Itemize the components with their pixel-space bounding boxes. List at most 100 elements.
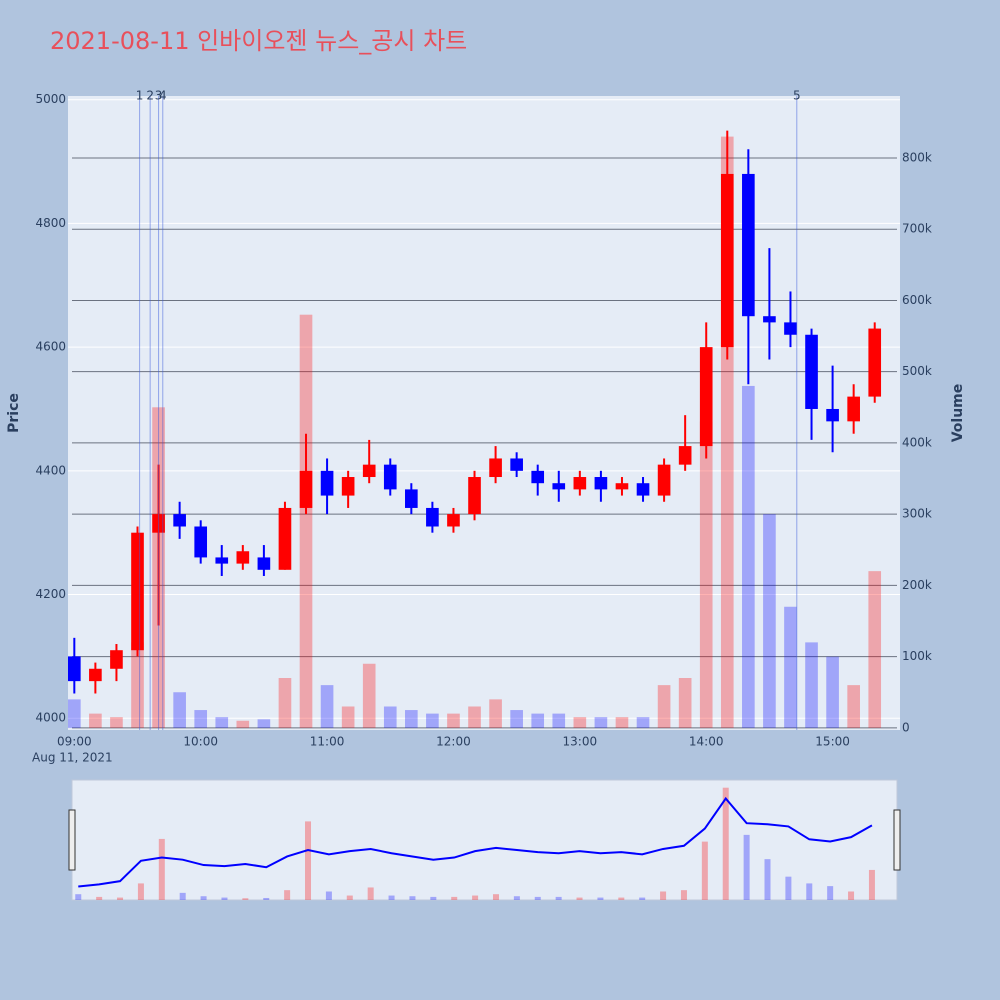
mini-volume-bar bbox=[597, 897, 604, 900]
mini-volume-bar bbox=[701, 841, 708, 900]
event-label: 1 bbox=[136, 89, 144, 103]
candle-body bbox=[847, 396, 860, 422]
candle-body bbox=[236, 551, 250, 564]
candle-body bbox=[720, 173, 734, 348]
volume-bar bbox=[594, 717, 608, 728]
y-tick-label: 4600 bbox=[35, 340, 66, 354]
mini-volume-bar bbox=[513, 896, 520, 900]
volume-bar bbox=[763, 514, 776, 728]
mini-volume-bar bbox=[117, 897, 124, 900]
volume-bar bbox=[426, 713, 439, 728]
candle-body bbox=[320, 470, 334, 496]
candle-body bbox=[826, 408, 839, 422]
mini-volume-bar bbox=[618, 897, 625, 900]
candle-body bbox=[531, 470, 545, 484]
mini-volume-bar bbox=[409, 896, 416, 900]
y-tick-label: 4200 bbox=[35, 587, 66, 601]
x-tick-label: 13:00 bbox=[563, 735, 598, 749]
mini-volume-bar bbox=[660, 891, 667, 900]
mini-volume-bar bbox=[868, 869, 875, 900]
volume-bar bbox=[615, 717, 629, 728]
x-tick-label: 09:00 bbox=[57, 735, 92, 749]
mini-volume-bar bbox=[534, 896, 541, 900]
mini-volume-bar bbox=[555, 896, 562, 900]
chart-title: 2021-08-11 인바이오젠 뉴스_공시 차트 bbox=[50, 27, 467, 55]
mini-volume-bar bbox=[305, 821, 312, 900]
y2-tick-label: 300k bbox=[902, 507, 932, 521]
mini-volume-bar bbox=[827, 886, 834, 900]
volume-bar bbox=[278, 677, 292, 728]
candle-body bbox=[110, 650, 123, 669]
mini-volume-bar bbox=[764, 859, 771, 900]
candle-body bbox=[699, 347, 713, 447]
candle-body bbox=[763, 316, 776, 323]
mini-volume-bar bbox=[284, 890, 291, 900]
volume-bar bbox=[784, 606, 797, 728]
volume-bar bbox=[826, 656, 839, 728]
y2-tick-label: 500k bbox=[902, 364, 932, 378]
candle-body bbox=[299, 470, 313, 508]
mini-volume-bar bbox=[325, 891, 332, 900]
mini-volume-bar bbox=[806, 883, 813, 900]
volume-bar bbox=[320, 685, 334, 728]
volume-bar bbox=[510, 710, 523, 728]
mini-volume-bar bbox=[743, 834, 750, 900]
candle-body bbox=[552, 483, 566, 490]
volume-bar bbox=[215, 717, 229, 728]
mini-volume-bar bbox=[680, 890, 687, 900]
candle-body bbox=[594, 477, 608, 490]
volume-bar bbox=[131, 642, 144, 728]
mini-volume-bar bbox=[430, 896, 437, 900]
candle-body bbox=[573, 477, 587, 490]
slider-handle[interactable] bbox=[893, 809, 901, 871]
mini-volume-bar bbox=[137, 883, 144, 900]
volume-bar bbox=[678, 677, 692, 728]
range-slider[interactable] bbox=[71, 779, 898, 901]
event-label: 5 bbox=[793, 89, 801, 103]
mini-volume-bar bbox=[785, 876, 792, 900]
volume-bar bbox=[257, 719, 271, 728]
x-tick-label: 14:00 bbox=[689, 735, 724, 749]
candle-body bbox=[257, 557, 271, 570]
mini-volume-bar bbox=[221, 897, 228, 900]
volume-bar bbox=[173, 692, 186, 728]
volume-bar bbox=[89, 713, 102, 728]
volume-bar bbox=[447, 713, 460, 728]
y2-tick-label: 200k bbox=[902, 578, 932, 592]
volume-bar bbox=[573, 717, 587, 728]
volume-bar bbox=[636, 717, 650, 728]
slider-handle[interactable] bbox=[68, 809, 76, 871]
candle-body bbox=[868, 328, 882, 397]
plot-area bbox=[68, 96, 900, 730]
y2-tick-label: 700k bbox=[902, 222, 932, 236]
candle-body bbox=[68, 656, 81, 682]
mini-volume-bar bbox=[576, 897, 583, 900]
y2-axis-title: Volume bbox=[950, 384, 966, 443]
volume-bar bbox=[699, 421, 713, 728]
candle-body bbox=[657, 464, 671, 496]
candle-body bbox=[636, 483, 650, 496]
volume-bar bbox=[868, 571, 882, 728]
y2-tick-label: 800k bbox=[902, 150, 932, 164]
candle-body bbox=[194, 526, 208, 558]
volume-bar bbox=[468, 706, 481, 728]
candle-body bbox=[742, 173, 755, 317]
y2-tick-label: 400k bbox=[902, 435, 932, 449]
x-date-label: Aug 11, 2021 bbox=[32, 751, 113, 765]
volume-bar bbox=[299, 314, 313, 728]
volume-bar bbox=[847, 685, 860, 728]
candle-body bbox=[678, 446, 692, 465]
volume-bar bbox=[68, 699, 81, 728]
volume-bar bbox=[341, 706, 355, 728]
candle-body bbox=[173, 514, 186, 527]
mini-volume-bar bbox=[75, 894, 82, 900]
mini-volume-bar bbox=[451, 896, 458, 900]
y2-tick-label: 600k bbox=[902, 293, 932, 307]
volume-bar bbox=[194, 710, 208, 728]
mini-volume-bar bbox=[96, 896, 103, 900]
candle-body bbox=[341, 477, 355, 496]
mini-volume-bar bbox=[179, 892, 186, 900]
mini-volume-bar bbox=[263, 897, 270, 900]
